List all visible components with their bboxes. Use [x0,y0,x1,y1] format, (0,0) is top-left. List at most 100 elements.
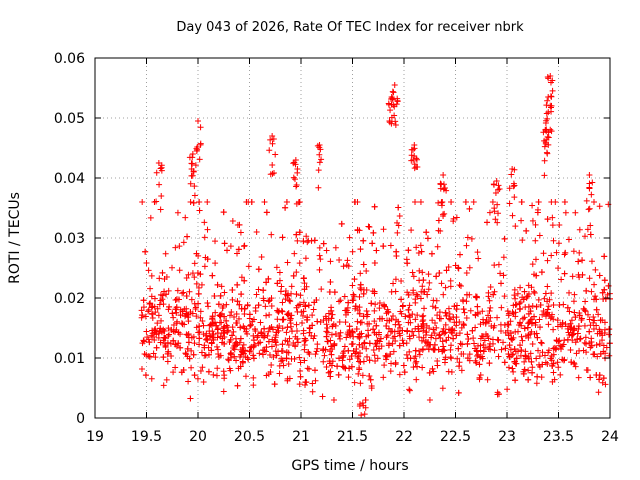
data-point [138,366,145,373]
data-point [525,332,532,339]
data-point [497,270,504,277]
data-point [521,358,528,365]
data-point [460,321,467,328]
data-point [357,380,364,387]
data-point [600,375,607,382]
data-point [293,269,300,276]
data-point [221,289,228,296]
data-point [283,355,290,362]
data-point [182,350,189,357]
data-point [160,354,167,361]
data-point [392,359,399,366]
data-point [372,301,379,308]
data-point [201,234,208,241]
data-point [544,283,551,290]
data-point [291,356,298,363]
data-point [221,240,228,247]
data-point [223,301,230,308]
data-point [575,323,582,330]
data-point [290,272,297,279]
data-point [415,249,422,256]
data-point [533,355,540,362]
data-point [351,276,358,283]
data-point [143,351,150,358]
data-point [359,400,366,406]
data-point [272,151,279,158]
data-point [320,240,327,247]
data-point [271,336,278,343]
data-point [234,341,241,348]
data-point [519,237,526,244]
data-point [220,388,227,395]
data-point [576,226,583,233]
data-point [166,303,173,310]
data-point [547,73,554,79]
data-point [296,229,303,236]
data-point [525,291,532,298]
data-point [245,356,252,363]
data-point [531,330,538,337]
data-point [175,340,182,347]
data-point [349,297,356,304]
data-point [197,314,204,321]
data-point [377,335,384,342]
data-point [417,199,424,205]
data-point [180,239,187,246]
data-point [411,161,418,168]
data-point [276,277,283,284]
data-point [501,293,508,300]
data-point [591,351,598,358]
data-point [500,254,507,261]
data-point [486,343,493,350]
data-point [495,353,502,360]
data-point [164,339,171,346]
data-point [191,274,198,281]
data-point [221,375,228,382]
data-point [510,310,517,317]
data-point [203,335,210,342]
data-point [600,295,607,302]
data-point [311,367,318,374]
data-point [460,351,467,358]
data-point [541,157,548,164]
data-point [506,185,513,192]
data-point [436,270,443,277]
data-point [276,322,283,329]
data-point [463,291,470,298]
data-point [406,314,413,321]
data-point [345,347,352,354]
data-point [464,341,471,348]
data-point [541,172,548,179]
data-point [285,342,292,349]
data-point [557,371,564,378]
data-point [296,381,303,388]
data-point [321,352,328,359]
data-point [596,203,603,210]
data-point [517,342,524,349]
data-point [592,293,599,300]
data-point [436,309,443,316]
data-point [345,299,352,306]
data-point [485,289,492,296]
data-point [200,322,207,329]
data-point [139,312,146,319]
data-point [267,171,274,178]
data-point [521,325,528,332]
data-point [438,280,445,287]
data-point [293,183,300,190]
data-point [582,334,589,341]
data-point [229,332,236,339]
data-point [389,88,396,95]
data-point [548,199,555,205]
data-point [244,301,251,308]
data-point [234,281,241,288]
data-point [313,348,320,355]
data-point [323,363,330,370]
data-point [342,307,349,314]
data-point [227,350,234,357]
data-point [285,360,292,367]
data-point [556,221,563,228]
data-point [156,301,163,308]
data-point [430,326,437,333]
data-point [564,304,571,311]
